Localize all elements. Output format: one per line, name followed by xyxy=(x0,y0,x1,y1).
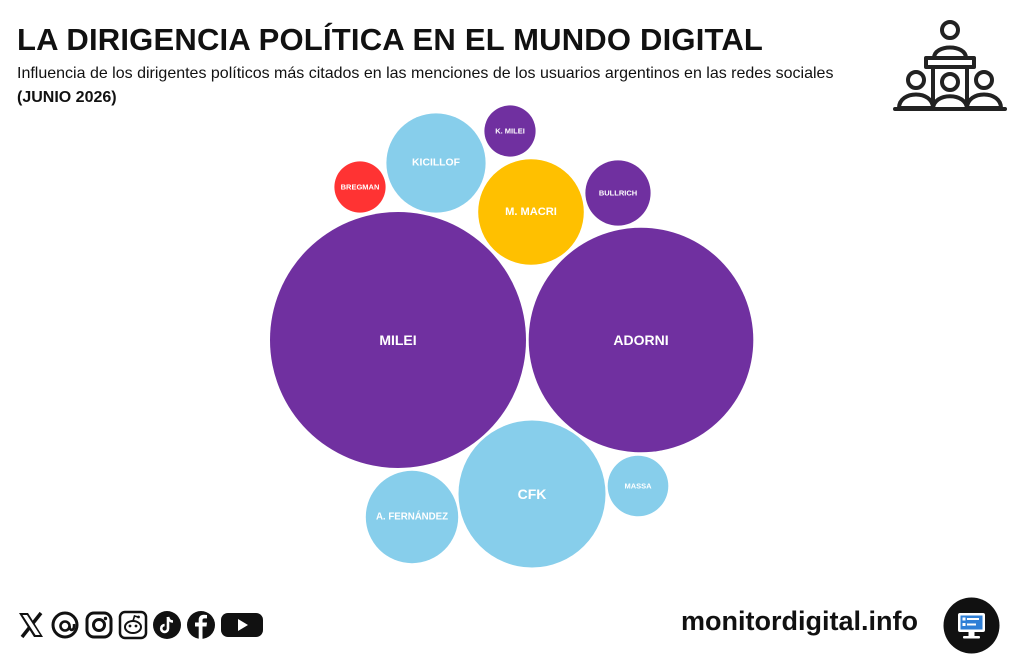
bubble-massa xyxy=(607,455,669,517)
bubble-k-milei xyxy=(484,105,536,157)
podium-audience-icon xyxy=(893,20,1007,111)
bubble-m-macri xyxy=(478,159,584,265)
facebook-icon[interactable] xyxy=(186,610,216,640)
tiktok-icon[interactable] xyxy=(152,610,182,640)
bubble-cfk xyxy=(458,420,606,568)
bubble-label-adorni: ADORNI xyxy=(613,332,668,348)
chart-period: (JUNIO 2026) xyxy=(17,89,117,106)
chart-subtitle: Influencia de los dirigentes políticos m… xyxy=(17,65,834,82)
bubble-adorni xyxy=(528,227,754,453)
youtube-icon[interactable] xyxy=(220,610,264,640)
bubble-bregman xyxy=(334,161,386,213)
social-icons xyxy=(16,608,264,642)
bubble-a-fernandez xyxy=(365,470,459,564)
bubble-bullrich xyxy=(585,160,651,226)
bubble-label-massa: MASSA xyxy=(624,482,652,491)
bubble-label-bregman: BREGMAN xyxy=(341,183,380,192)
bubble-label-milei: MILEI xyxy=(379,332,416,348)
bubble-milei xyxy=(270,212,526,468)
chart-title: LA DIRIGENCIA POLÍTICA EN EL MUNDO DIGIT… xyxy=(17,22,764,57)
monitor-icon xyxy=(943,597,1000,654)
bubble-label-m-macri: M. MACRI xyxy=(505,206,557,218)
bubble-label-cfk: CFK xyxy=(518,486,547,502)
bubble-kicillof xyxy=(386,113,486,213)
reddit-icon[interactable] xyxy=(118,610,148,640)
bubble-label-kicillof: KICILLOF xyxy=(412,158,460,169)
threads-icon[interactable] xyxy=(50,610,80,640)
instagram-icon[interactable] xyxy=(84,610,114,640)
bubble-label-bullrich: BULLRICH xyxy=(599,189,637,198)
x-icon[interactable] xyxy=(16,610,46,640)
bubble-label-k-milei: K. MILEI xyxy=(495,127,525,136)
site-url[interactable]: monitordigital.info xyxy=(681,606,918,636)
bubble-label-a-fernandez: A. FERNÁNDEZ xyxy=(376,512,448,523)
